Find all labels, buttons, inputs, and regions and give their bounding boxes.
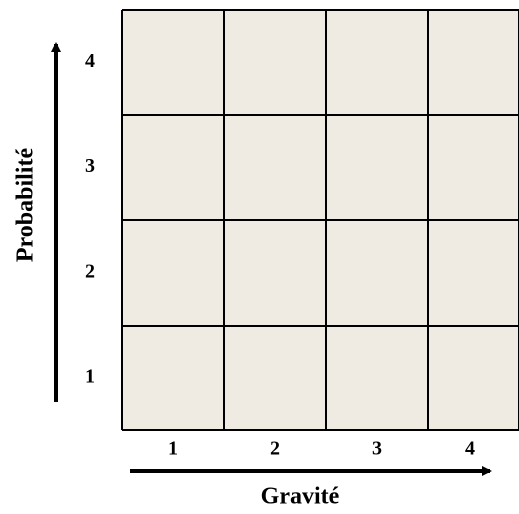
x-tick-label: 2 — [270, 438, 280, 460]
y-axis-label: Probabilité — [13, 148, 39, 263]
x-tick-label: 4 — [465, 438, 475, 460]
y-tick-label: 1 — [85, 366, 95, 388]
y-tick-label: 3 — [85, 155, 95, 177]
x-tick-label: 3 — [372, 438, 382, 460]
x-axis-label: Gravité — [261, 484, 340, 510]
y-tick-label: 2 — [85, 261, 95, 283]
grid — [121, 9, 519, 431]
x-tick-label: 1 — [168, 438, 178, 460]
y-tick-label: 4 — [85, 50, 95, 72]
